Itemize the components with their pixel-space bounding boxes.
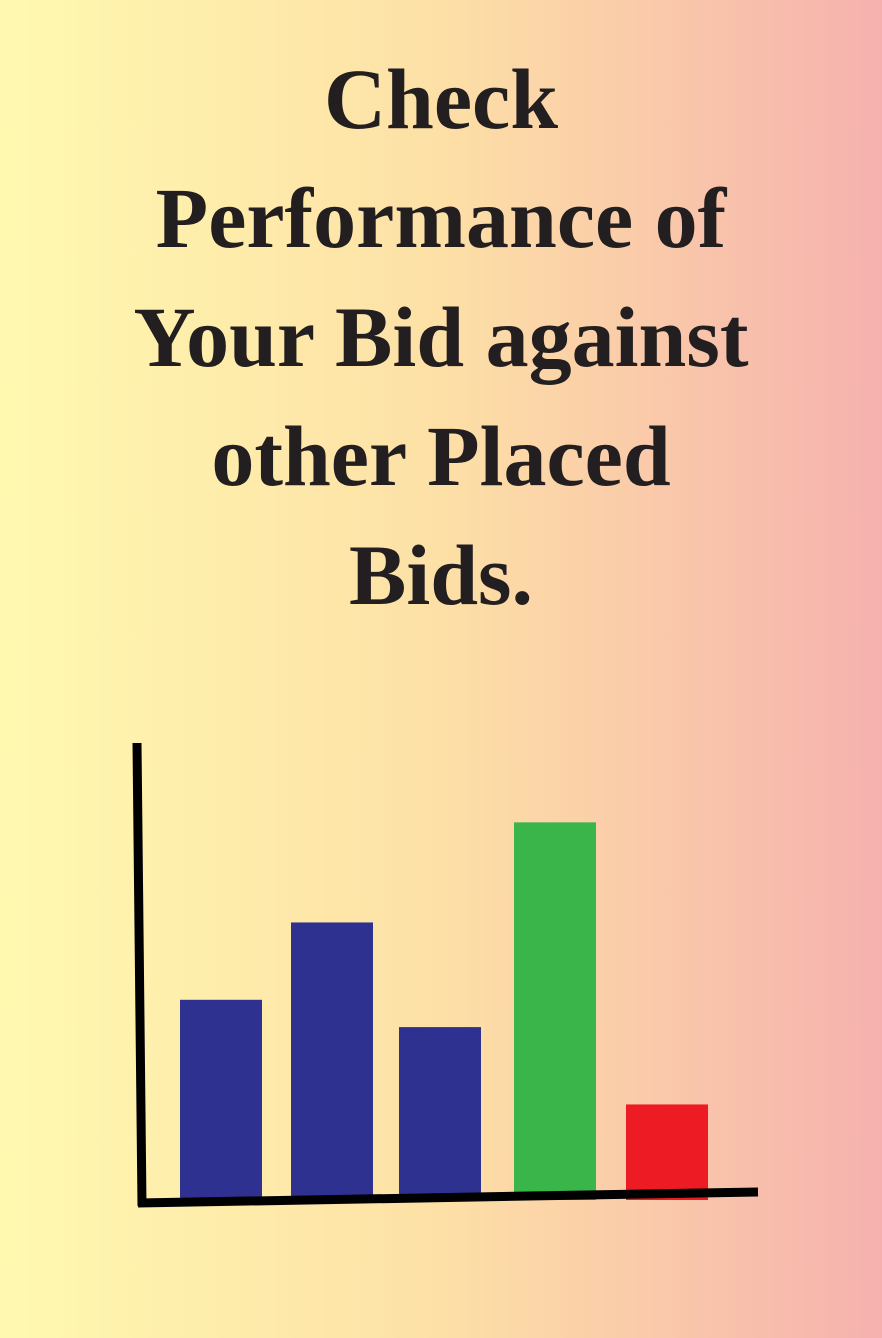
x-axis	[137, 1187, 759, 1208]
y-axis	[132, 742, 147, 1207]
bar	[514, 822, 596, 1200]
chart-title-line: Your Bid against	[134, 289, 749, 385]
bar	[180, 999, 262, 1200]
chart-title-line: Check	[324, 51, 558, 147]
chart-title-line: Performance of	[156, 170, 728, 266]
chart-title-line: other Placed	[211, 408, 670, 504]
bar	[399, 1027, 481, 1200]
bar	[626, 1104, 708, 1200]
chart-title-line: Bids.	[349, 527, 533, 623]
bar	[291, 922, 373, 1200]
